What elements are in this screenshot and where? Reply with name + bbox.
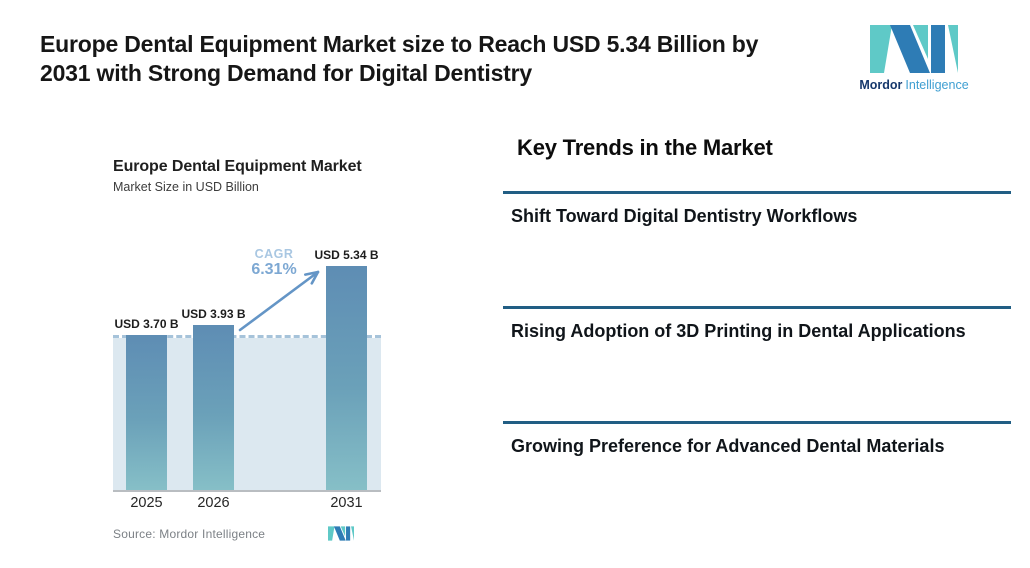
page-title-line2: 2031 with Strong Demand for Digital Dent… [40,59,532,86]
chart-subtitle: Market Size in USD Billion [113,180,259,194]
bar-value-label: USD 3.70 B [114,317,179,331]
growth-arrow-icon [238,270,320,332]
trends-heading: Key Trends in the Market [517,135,773,160]
mordor-mini-logo-icon [328,526,354,541]
trend-item-3: Growing Preference for Advanced Dental M… [503,421,1011,459]
bar-2031: USD 5.34 B [314,248,379,490]
brand-block: Mordor Intelligence [844,25,984,92]
bar-rect-2031 [326,266,367,490]
bar-2025: USD 3.70 B [114,317,179,490]
trend-item-2: Rising Adoption of 3D Printing in Dental… [503,306,1011,344]
brand-caption: Mordor Intelligence [844,78,984,92]
brand-name-bold: Mordor [859,78,903,92]
x-tick-2031: 2031 [330,495,363,511]
mordor-intelligence-logo-icon [870,25,958,73]
chart-title: Europe Dental Equipment Market [113,158,362,175]
x-tick-2026: 2026 [197,495,230,511]
trend-item-1: Shift Toward Digital Dentistry Workflows [503,191,1011,229]
bar-rect-2026 [193,325,234,490]
bar-value-label: USD 5.34 B [314,248,379,262]
page-title-line1: Europe Dental Equipment Market size to R… [40,31,759,57]
bar-2026: USD 3.93 B [181,307,246,490]
bar-chart-plot: USD 3.70 B USD 3.93 B USD 5.34 B [113,240,381,490]
cagr-annotation: CAGR 6.31% [243,247,305,279]
source-label: Source: Mordor Intelligence [113,527,266,541]
bar-value-label: USD 3.93 B [181,307,246,321]
bar-rect-2025 [126,335,167,490]
cagr-label: CAGR [254,247,294,261]
x-axis-line [113,490,381,492]
page-title: Europe Dental Equipment Market size to R… [40,30,758,87]
x-tick-2025: 2025 [130,495,163,511]
cagr-value: 6.31% [251,261,297,278]
brand-name-light: Intelligence [905,78,969,92]
